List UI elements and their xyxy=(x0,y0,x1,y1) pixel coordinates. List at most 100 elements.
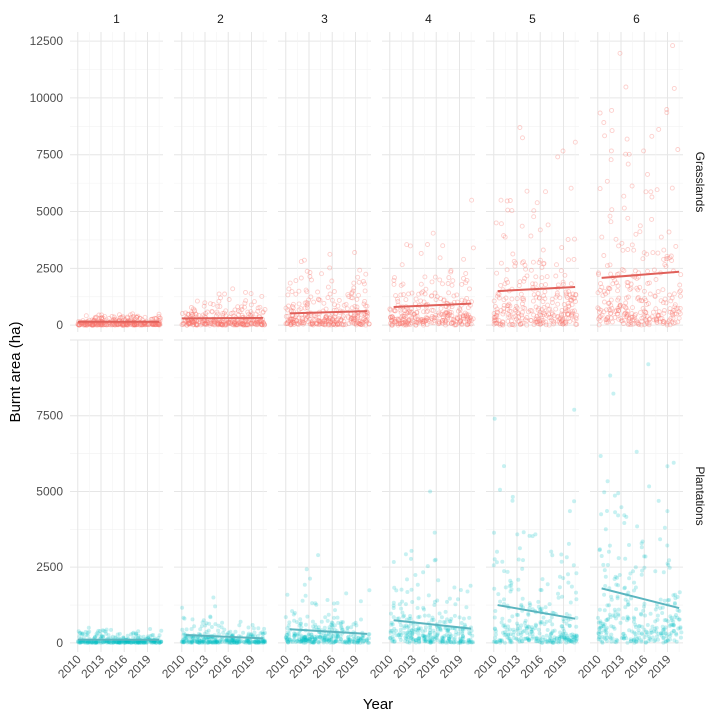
data-point xyxy=(343,639,348,644)
data-point xyxy=(403,602,408,607)
data-point xyxy=(392,319,398,325)
data-point xyxy=(297,631,302,636)
data-point xyxy=(617,573,622,577)
data-point xyxy=(354,304,360,310)
data-point xyxy=(558,630,563,635)
data-point xyxy=(538,607,543,612)
data-point xyxy=(601,299,607,305)
data-point xyxy=(311,640,316,645)
data-point xyxy=(629,183,635,189)
data-point xyxy=(634,320,640,326)
data-point xyxy=(646,322,652,328)
data-point xyxy=(434,636,439,641)
data-point xyxy=(328,314,334,320)
data-point xyxy=(530,625,534,630)
data-point xyxy=(596,615,600,620)
data-point xyxy=(332,314,338,320)
facet-strip-label: 4 xyxy=(425,12,432,26)
data-point xyxy=(570,291,576,297)
data-point xyxy=(92,315,98,321)
data-point xyxy=(90,640,95,645)
data-point xyxy=(209,308,215,314)
data-point xyxy=(95,322,101,328)
data-point xyxy=(538,620,543,625)
data-point xyxy=(642,296,648,302)
data-point xyxy=(452,322,458,328)
data-point xyxy=(548,640,553,645)
data-point xyxy=(348,638,353,643)
data-point xyxy=(661,627,666,632)
data-point xyxy=(331,321,337,327)
data-point xyxy=(330,624,335,629)
data-point xyxy=(407,616,412,621)
data-point xyxy=(457,306,463,312)
data-point xyxy=(441,620,446,624)
data-point xyxy=(428,639,433,644)
data-point xyxy=(341,302,347,308)
data-point xyxy=(672,638,677,643)
data-point xyxy=(460,640,465,645)
data-point xyxy=(555,154,561,160)
data-point xyxy=(292,631,297,636)
data-point xyxy=(552,638,557,643)
data-point xyxy=(114,322,120,328)
data-point xyxy=(624,314,630,320)
data-point xyxy=(533,274,539,280)
data-point xyxy=(255,319,261,325)
data-point xyxy=(260,309,266,315)
data-point xyxy=(250,321,256,327)
data-point xyxy=(351,637,356,642)
data-point xyxy=(213,638,218,643)
data-point xyxy=(303,640,308,645)
data-point xyxy=(608,615,613,620)
data-point xyxy=(303,287,309,293)
data-point xyxy=(335,321,341,327)
data-point xyxy=(117,640,122,645)
data-point xyxy=(283,321,289,327)
data-point xyxy=(625,322,631,327)
data-point xyxy=(203,311,209,316)
data-point xyxy=(605,603,610,608)
data-point xyxy=(543,319,549,325)
data-point xyxy=(235,640,240,645)
data-point xyxy=(299,621,303,626)
data-point xyxy=(258,639,263,644)
data-point xyxy=(505,303,511,309)
data-point xyxy=(415,606,420,610)
data-point xyxy=(670,43,676,49)
data-point xyxy=(259,293,265,299)
data-point xyxy=(395,316,401,322)
data-point xyxy=(302,635,306,640)
data-point xyxy=(297,639,302,644)
data-point xyxy=(613,574,618,579)
data-point xyxy=(534,636,538,641)
data-point xyxy=(414,313,420,319)
data-point xyxy=(534,316,540,322)
data-point xyxy=(622,513,627,518)
data-point xyxy=(403,297,409,303)
data-point xyxy=(240,321,245,327)
data-point xyxy=(656,631,661,636)
data-point xyxy=(283,305,289,311)
data-point xyxy=(288,322,294,328)
data-point xyxy=(597,309,602,315)
data-point xyxy=(94,640,99,645)
data-point xyxy=(562,637,567,642)
data-point xyxy=(671,308,677,313)
data-point xyxy=(336,620,341,625)
data-point xyxy=(616,613,621,618)
data-point xyxy=(98,315,104,321)
data-point xyxy=(498,599,503,604)
data-point xyxy=(316,640,321,644)
data-point xyxy=(647,484,652,489)
data-point xyxy=(463,271,469,276)
data-point xyxy=(94,640,99,645)
data-point xyxy=(246,311,252,317)
data-point xyxy=(442,310,448,316)
data-point xyxy=(630,629,634,634)
data-point xyxy=(233,629,238,634)
data-point xyxy=(656,312,662,318)
data-point xyxy=(422,607,426,612)
data-point xyxy=(115,640,120,645)
data-point xyxy=(540,640,545,645)
